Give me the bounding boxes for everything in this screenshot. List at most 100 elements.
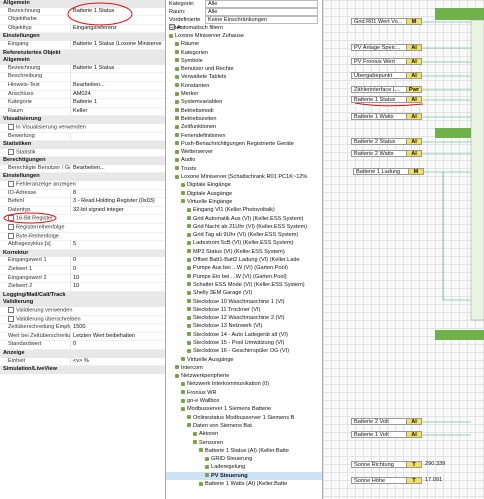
tree-item[interactable]: Steckdose 16 - Geschirrspüler OG (VI) — [166, 347, 322, 355]
tree-item[interactable]: Netzwerk Interkommunikation (0) — [166, 380, 322, 388]
tree-panel: Kategorie: Alle Raum: Alle Vordefinierte Fil… — [166, 0, 323, 499]
section-header: Visualisierung — [0, 116, 165, 124]
property-row: Beschreibung — [0, 73, 165, 82]
tree-icon — [187, 307, 191, 312]
tree-item[interactable]: Steckdose 11 Trockner (VI) — [166, 306, 322, 314]
tree-item[interactable]: Loxone Miniserver [Schaltschrank R01 PC1… — [166, 173, 322, 181]
property-checkbox: Registerreihenfolge — [0, 224, 158, 232]
tree-label: MP2 Status (VI) (Keller.ESS System) — [193, 248, 285, 255]
tree-item[interactable]: Netzwerkperipherie — [166, 372, 322, 380]
tree-item[interactable]: Onlinestatus Modbusserver 1 Siemens B — [166, 414, 322, 422]
tree-item[interactable]: Feriendefinitionen — [166, 132, 322, 140]
block-header — [435, 128, 484, 138]
property-row: Befehl 3 - Read Holding Register (0x03) — [0, 198, 165, 207]
tree-item[interactable]: Daten von Siemens Bat. — [166, 422, 322, 430]
checkbox[interactable] — [8, 215, 14, 222]
tree-item[interactable]: Trusts — [166, 165, 322, 173]
property-value — [70, 16, 165, 24]
tree-item[interactable]: Digitale Eingänge — [166, 181, 322, 189]
tree-item[interactable]: Sensoren — [166, 439, 322, 447]
tree-item[interactable]: go-e Wallbox — [166, 397, 322, 405]
tree-item[interactable]: GRID Steuerung — [166, 455, 322, 463]
property-value: 10 — [70, 274, 165, 283]
tree-item[interactable]: MP2 Status (VI) (Keller.ESS System) — [166, 248, 322, 256]
tree-label: Betriebszeiten — [181, 115, 217, 122]
tree-item[interactable]: Eingang VI1 (Keller.Photovoltaik) — [166, 206, 322, 214]
tree-item[interactable]: Fronius WR — [166, 389, 322, 397]
tree-item[interactable]: Benutzer und Rechte — [166, 65, 322, 73]
tree-item[interactable]: Steckdose 15 - Pool Umwälzung (VI) — [166, 339, 322, 347]
checkbox[interactable] — [8, 181, 14, 188]
tree-item[interactable]: Shelly 3EM Garage (VI) — [166, 289, 322, 297]
checkbox[interactable] — [169, 24, 175, 30]
tree-icon — [175, 365, 179, 370]
tree-icon — [187, 257, 191, 262]
tree-item[interactable]: Zeitfunktionen — [166, 123, 322, 131]
tree-item[interactable]: Steckdose 12 Waschmaschine 2 (VI) — [166, 314, 322, 322]
tree-item[interactable]: PV Steuerung — [166, 471, 322, 481]
property-row: Objektfarbe — [0, 16, 165, 25]
tree-item[interactable]: Konstanten — [166, 82, 322, 90]
input-block: Batterie 2 Volt AI — [351, 418, 422, 425]
tree-item[interactable]: Loxone Miniserver Zuhause — [166, 32, 322, 40]
tree-icon — [205, 464, 209, 469]
checkbox[interactable] — [8, 306, 14, 313]
property-label: Raum — [8, 107, 23, 114]
tree-item[interactable]: Schalter ESS Mode (VI) (Keller.ESS Syste… — [166, 281, 322, 289]
tree-item[interactable]: Wetterserver — [166, 148, 322, 156]
tree-item[interactable]: Steckdose 10 Waschmaschine 1 (VI) — [166, 298, 322, 306]
checkbox[interactable] — [8, 232, 14, 239]
tree-item[interactable]: Intercom — [166, 364, 322, 372]
tree-item[interactable]: Kategorien — [166, 49, 322, 57]
filter-value[interactable]: Alle — [205, 0, 318, 8]
section-header: Allgemein — [0, 0, 165, 8]
checkbox[interactable] — [8, 148, 14, 155]
tree-item[interactable]: Symbole — [166, 57, 322, 65]
tree-item[interactable]: Virtuelle Eingänge — [166, 198, 322, 206]
property-row: IO-Adresse 8 — [0, 189, 165, 199]
tree-item[interactable]: Betriebszeiten — [166, 115, 322, 123]
tree-item[interactable]: Räume — [166, 40, 322, 48]
filter-value[interactable]: Keine Einschränkungen — [205, 16, 318, 24]
tree-icon — [175, 41, 179, 46]
tree-item[interactable]: Pumpe Ein bei ...W (VI) (Garten.Pool) — [166, 273, 322, 281]
tree-item[interactable]: Push-Benachrichtigungen Registrierte Ger… — [166, 140, 322, 148]
tree-icon — [181, 191, 185, 196]
property-row: Anschluss AM024 — [0, 90, 165, 100]
tree-item[interactable]: Verwaltete Tablets — [166, 73, 322, 81]
tree-icon — [175, 157, 179, 162]
tree-item[interactable]: Offset Batt1-Batt2 Ladung (VI) (Keller.L… — [166, 256, 322, 264]
tree-item[interactable]: Systemvariablen — [166, 98, 322, 106]
tree-item[interactable]: Laderegelung — [166, 463, 322, 471]
tree-item[interactable]: Pumpe Aus bei ...W (VI) (Garten.Pool) — [166, 264, 322, 272]
tree-item[interactable]: Betriebsmodi — [166, 107, 322, 115]
property-value: 8 — [70, 189, 165, 198]
tree-label: Steckdose 13 Netzwerk (VI) — [193, 323, 263, 330]
checkbox[interactable] — [8, 315, 14, 322]
tree-item[interactable]: Grid Automatik Aus (VI) (Keller.ESS Syst… — [166, 215, 322, 223]
filter-value[interactable]: Alle — [205, 8, 318, 16]
property-value: 0 — [70, 257, 165, 265]
property-row: Hinweis-Text Bearbeiten... — [0, 81, 165, 91]
tree-item[interactable]: Steckdose 13 Netzwerk (VI) — [166, 322, 322, 330]
property-row: Eingangswert 1 0 — [0, 257, 165, 266]
tree-item[interactable]: Batterie 1 Watts (AI) (Keller.Batte — [166, 480, 322, 488]
tree-item[interactable]: Digitale Ausgänge — [166, 190, 322, 198]
tree-item[interactable]: Ladestrom 5cB (VI) (Keller.ESS System) — [166, 239, 322, 247]
wires — [354, 8, 484, 436]
property-checkbox: Byte-Reihenfolge — [0, 232, 158, 241]
block-header — [435, 8, 484, 20]
tree-item[interactable]: Audio — [166, 156, 322, 164]
tree-item[interactable]: Modbusserver 1 Siemens Batterie — [166, 405, 322, 413]
tree-item[interactable]: Steckdose 14 - Auto Ladegerät alt (VI) — [166, 331, 322, 339]
property-label: Kategorie — [8, 99, 32, 106]
tree-item[interactable]: Batterie 1 Status (AI) (Keller.Batte — [166, 447, 322, 455]
checkbox[interactable] — [8, 224, 14, 231]
tree-item[interactable]: Grid Tag ab 9Uhr (VI) (Keller.ESS System… — [166, 231, 322, 239]
tree-item[interactable]: Grid Nacht ab 21Uhr (VI) (Keller.ESS Sys… — [166, 223, 322, 231]
tree-item[interactable]: Virtuelle Ausgänge — [166, 356, 322, 364]
tree-item[interactable]: Aktoren — [166, 430, 322, 438]
tree-item[interactable]: Merker — [166, 90, 322, 98]
checkbox[interactable] — [8, 123, 14, 130]
property-label: Bezeichnung — [8, 64, 41, 71]
